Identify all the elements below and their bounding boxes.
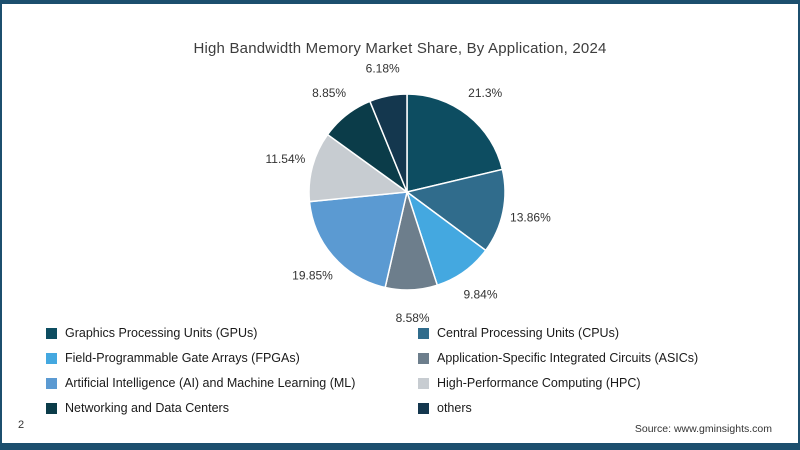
legend-swatch-networking <box>46 402 57 414</box>
pie-chart-area: 21.3% 13.86% 9.84% 8.58% 19.85% 11.54% 8.85% 6.… <box>174 60 640 328</box>
legend-swatch-asics <box>418 352 429 364</box>
pie-slice-others <box>368 93 408 193</box>
legend-item-fpgas: Field-Programmable Gate Arrays (FPGAs) <box>46 351 418 365</box>
legend-label-hpc: High-Performance Computing (HPC) <box>437 376 641 390</box>
slice-label-asics: 8.58% <box>396 311 430 325</box>
legend-item-cpus: Central Processing Units (CPUs) <box>418 326 762 340</box>
slice-label-ai-ml: 19.85% <box>292 268 333 282</box>
legend-label-ai-ml: Artificial Intelligence (AI) and Machine… <box>65 376 356 390</box>
page-number: 2 <box>18 419 25 431</box>
legend-item-networking: Networking and Data Centers <box>46 401 418 415</box>
legend-item-asics: Application-Specific Integrated Circuits… <box>418 351 762 365</box>
legend: Graphics Processing Units (GPUs) Central … <box>46 326 762 415</box>
legend-swatch-fpgas <box>46 352 57 364</box>
legend-swatch-others <box>418 402 429 414</box>
slice-label-cpus: 13.86% <box>510 210 551 224</box>
slice-label-fpgas: 9.84% <box>463 287 497 301</box>
legend-label-networking: Networking and Data Centers <box>65 401 229 415</box>
pie-slice-gpus <box>406 93 504 193</box>
slice-label-hpc: 11.54% <box>265 152 305 166</box>
legend-swatch-gpus <box>46 327 57 339</box>
source-attribution: Source: www.gminsights.com <box>634 423 772 435</box>
legend-label-asics: Application-Specific Integrated Circuits… <box>437 351 699 365</box>
legend-item-ai-ml: Artificial Intelligence (AI) and Machine… <box>46 376 418 390</box>
pie-chart: 21.3% 13.86% 9.84% 8.58% 19.85% 11.54% 8.85% 6.… <box>265 61 551 325</box>
legend-item-hpc: High-Performance Computing (HPC) <box>418 376 762 390</box>
slice-label-networking: 8.85% <box>312 86 346 100</box>
legend-item-gpus: Graphics Processing Units (GPUs) <box>46 326 418 340</box>
slice-label-others: 6.18% <box>366 61 400 75</box>
legend-item-others: others <box>418 401 762 415</box>
legend-label-gpus: Graphics Processing Units (GPUs) <box>65 326 258 340</box>
slice-label-gpus: 21.3% <box>468 86 502 100</box>
legend-label-others: others <box>437 401 472 415</box>
legend-swatch-ai-ml <box>46 377 57 389</box>
legend-label-cpus: Central Processing Units (CPUs) <box>437 326 619 340</box>
legend-swatch-hpc <box>418 377 429 389</box>
pie-slice-ai-ml <box>308 191 408 289</box>
pie-slice-hpc <box>308 133 410 203</box>
pie-slice-cpus <box>405 168 506 252</box>
chart-title: High Bandwidth Memory Market Share, By A… <box>193 40 607 57</box>
legend-label-fpgas: Field-Programmable Gate Arrays (FPGAs) <box>65 351 300 365</box>
legend-swatch-cpus <box>418 327 429 339</box>
